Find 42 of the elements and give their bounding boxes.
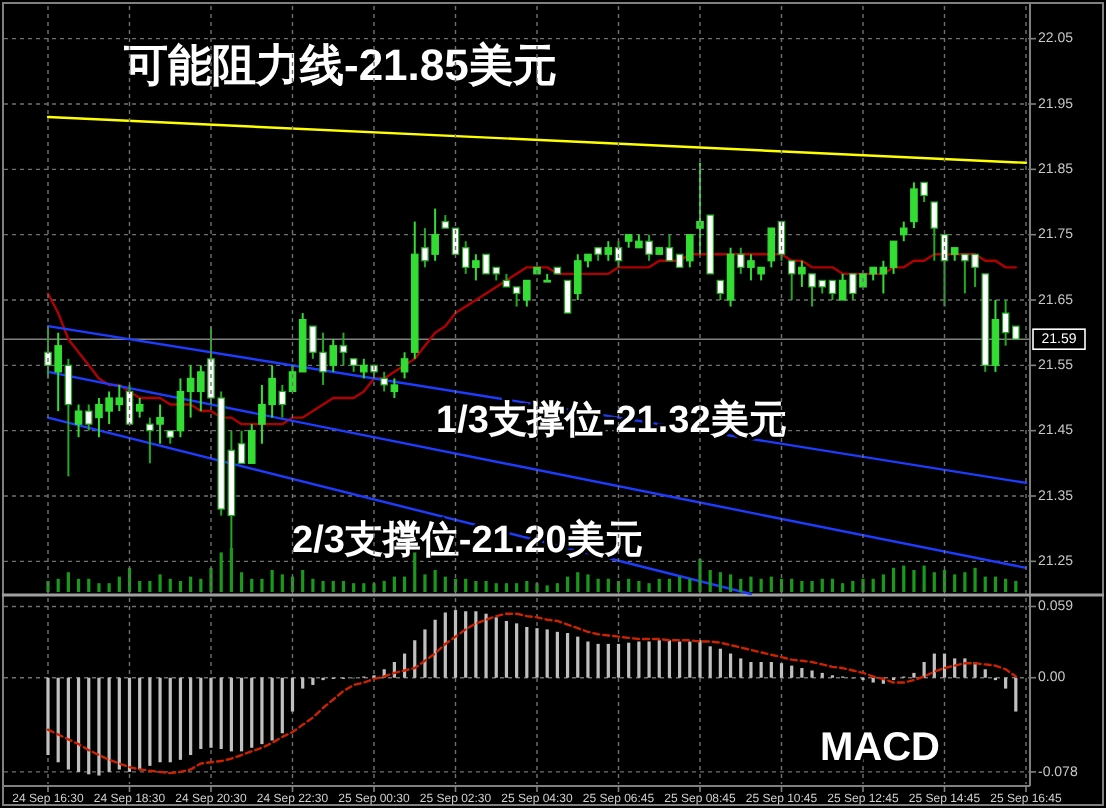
candlestick: [736, 246, 745, 275]
line-series: [46, 612, 1018, 775]
candlestick: [156, 403, 164, 445]
candlestick: [84, 403, 93, 432]
candlestick: [329, 338, 338, 373]
candlestick: [146, 416, 154, 465]
candlestick: [726, 246, 735, 308]
candlestick: [54, 331, 62, 413]
candlestick: [543, 272, 551, 283]
candlestick: [472, 253, 480, 282]
candlestick: [767, 227, 776, 269]
candlestick: [400, 351, 409, 380]
candlestick: [991, 299, 1000, 373]
candlestick: [563, 279, 572, 314]
candlestick: [523, 279, 531, 308]
candlestick: [798, 259, 806, 288]
candlestick: [696, 161, 704, 256]
candlestick: [930, 201, 939, 262]
candlestick: [716, 279, 725, 301]
candlestick: [849, 272, 857, 301]
candlestick: [380, 370, 388, 393]
annotation: 2/3支撑位-21.20美元: [292, 518, 643, 562]
candlestick: [431, 207, 439, 262]
candlestick: [360, 357, 368, 380]
candlestick: [910, 181, 918, 230]
annotation: 可能阻力线-21.85美元: [122, 40, 557, 90]
candlestick: [339, 331, 348, 367]
candlestick: [247, 423, 256, 465]
candlestick: [278, 383, 287, 419]
candlestick: [390, 377, 399, 399]
candlestick: [686, 233, 694, 269]
candlestick: [899, 220, 908, 243]
candlestick: [74, 403, 83, 439]
candlestick: [838, 272, 847, 301]
candlestick: [920, 181, 928, 203]
candlestick: [604, 240, 613, 262]
candlestick: [64, 357, 73, 478]
candlestick: [135, 397, 144, 419]
annotation: MACD: [820, 726, 940, 770]
candlestick: [787, 259, 796, 301]
candlestick: [645, 233, 653, 262]
candlestick: [421, 227, 429, 269]
